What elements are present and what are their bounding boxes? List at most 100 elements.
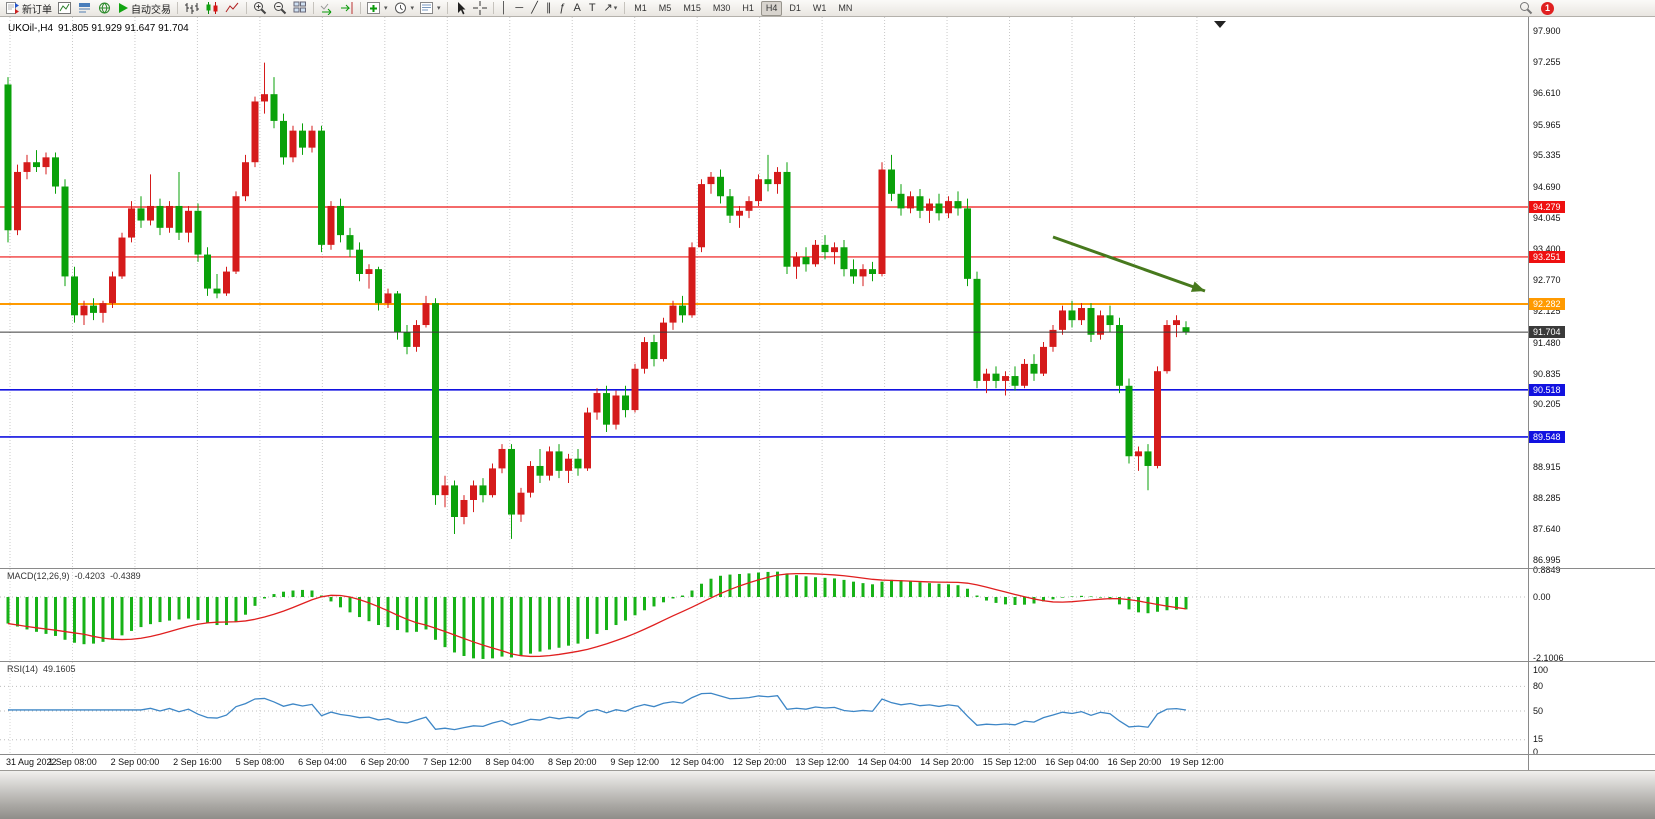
rsi-axis-label: 15 [1533,734,1544,745]
label-tool-button[interactable]: T [588,1,596,14]
chart-shift-marker-icon[interactable] [1214,21,1226,28]
search-icon[interactable] [1519,1,1533,15]
time-axis-label: 14 Sep 20:00 [920,757,974,767]
panel-separator[interactable] [0,568,1655,569]
rsi-axis-label: 50 [1533,705,1544,716]
zoom-out-button[interactable] [270,1,290,16]
caret-down-icon: ▾ [613,4,618,12]
bottom-border [0,770,1655,771]
toolbar-separator [624,2,626,14]
panel-separator[interactable] [0,661,1655,662]
timeframe-m1-button[interactable]: M1 [634,2,647,13]
tile-windows-button[interactable] [290,1,310,16]
chart-bars-button[interactable] [181,1,202,16]
horizontal-line-tool-button[interactable]: ─ [515,1,524,14]
indicators-button[interactable]: ▾ [364,1,391,16]
price-axis-label: 91.480 [1533,337,1561,348]
macd-panel[interactable] [0,569,1528,661]
timeframe-h4-button[interactable]: H4 [760,0,783,16]
indicators-add-icon [367,2,380,14]
macd-main-value: -0.4203 [74,571,106,581]
zoom-in-button[interactable] [250,1,270,16]
timeframe-h1-button[interactable]: H1 [742,2,754,13]
current-price-tag: 91.704 [1529,326,1565,339]
new-chart-icon [58,2,71,14]
timeframe-toolbar: M1 M5 M15 M30 H1 H4 D1 W1 MN [628,0,858,16]
text-tool-button[interactable]: A [573,1,581,14]
periods-button[interactable]: ▾ [391,1,418,16]
price-axis-label: 97.900 [1533,25,1561,36]
timeframe-d1-button[interactable]: D1 [789,2,801,13]
time-axis-label: 2 Sep 00:00 [110,757,160,767]
price-axis-label: 90.205 [1533,399,1561,410]
toolbar-separator [360,2,361,14]
price-axis-label: 97.255 [1533,56,1561,67]
community-button[interactable] [95,1,115,16]
macd-histogram [6,571,1188,659]
macd-title: MACD(12,26,9) [7,571,70,581]
price-axis-label: 92.125 [1533,306,1561,317]
notification-badge[interactable]: 1 [1541,1,1554,15]
price-axis-label: 93.400 [1533,244,1561,255]
price-axis-label: 87.640 [1533,524,1561,535]
time-axis-label: 1 Sep 08:00 [48,757,97,767]
time-axis-label: 5 Sep 08:00 [235,757,285,767]
toolbar-separator [492,2,494,14]
toolbar: 新订单 自动交易 [0,0,1655,17]
template-icon [420,2,434,14]
price-axis-label: 96.610 [1533,88,1561,99]
chart-shift-button[interactable] [337,1,357,16]
caret-down-icon: ▾ [437,5,441,12]
timeframe-m5-button[interactable]: M5 [658,2,672,13]
time-axis-label: 19 Sep 12:00 [1170,757,1224,767]
candles [4,62,1190,539]
cursor-button[interactable] [451,1,470,16]
time-axis-label: 6 Sep 20:00 [360,757,410,767]
chart-line-button[interactable] [222,1,243,16]
timeframe-m30-button[interactable]: M30 [712,2,731,13]
chart-bars-icon [185,3,199,14]
macd-signal-line [7,572,1187,658]
price-axis-label: 95.965 [1533,119,1561,130]
templates-button[interactable]: ▾ [417,1,444,16]
arrows-tool-button[interactable]: ↗ ▾ [603,1,618,14]
fibonacci-tool-button[interactable]: ƒ [559,1,566,14]
auto-scroll-icon [320,3,332,15]
auto-trading-button[interactable]: 自动交易 [115,1,174,16]
macd-label: MACD(12,26,9) -0.4203 -0.4389 [7,571,141,581]
ohlc-readout: 91.805 91.929 91.647 91.704 [58,23,189,34]
time-axis[interactable]: 31 Aug 2022 1 Sep 08:00 2 Sep 00:00 2 Sep 1… [0,755,1528,770]
new-order-button[interactable]: 新订单 [3,1,55,16]
channel-tool-button[interactable]: ∥ [545,1,552,14]
new-order-label: 新订单 [22,4,52,16]
new-chart-button[interactable] [55,1,75,16]
chart-candles-button[interactable] [202,1,222,16]
trendline-tool-button[interactable]: ╱ [531,1,538,14]
rsi-panel[interactable] [0,662,1528,754]
price-axis-label: 90.835 [1533,368,1561,379]
time-axis-label: 16 Sep 04:00 [1045,757,1099,767]
timeframe-mn-button[interactable]: MN [838,2,853,13]
time-axis-label: 7 Sep 12:00 [423,757,472,767]
tile-windows-icon [293,1,306,13]
time-axis-label: 12 Sep 04:00 [670,757,724,767]
vertical-line-tool-button[interactable]: │ [500,1,508,14]
time-axis-label: 13 Sep 12:00 [795,757,849,767]
price-chart[interactable] [0,17,1528,568]
price-axis-label: 86.995 [1533,555,1561,566]
time-axis-label: 14 Sep 04:00 [857,757,912,767]
time-axis-label: 2 Sep 16:00 [173,757,222,767]
timeframe-m15-button[interactable]: M15 [683,2,701,13]
macd-axis-label: -2.1006 [1533,653,1564,664]
horizontal-level-lines[interactable] [0,206,1528,438]
axis-separator [1528,17,1529,771]
price-line-tag: 90.518 [1529,383,1565,396]
profiles-button[interactable] [75,1,95,16]
toolbar-separator [177,2,178,14]
auto-scroll-button[interactable] [317,1,337,16]
trend-arrow-annotation[interactable] [1052,235,1206,293]
symbol-period-label: UKOil-,H4 [8,23,54,34]
price-axis-label: 88.285 [1533,492,1561,503]
timeframe-w1-button[interactable]: W1 [812,2,827,13]
crosshair-button[interactable] [470,1,490,16]
